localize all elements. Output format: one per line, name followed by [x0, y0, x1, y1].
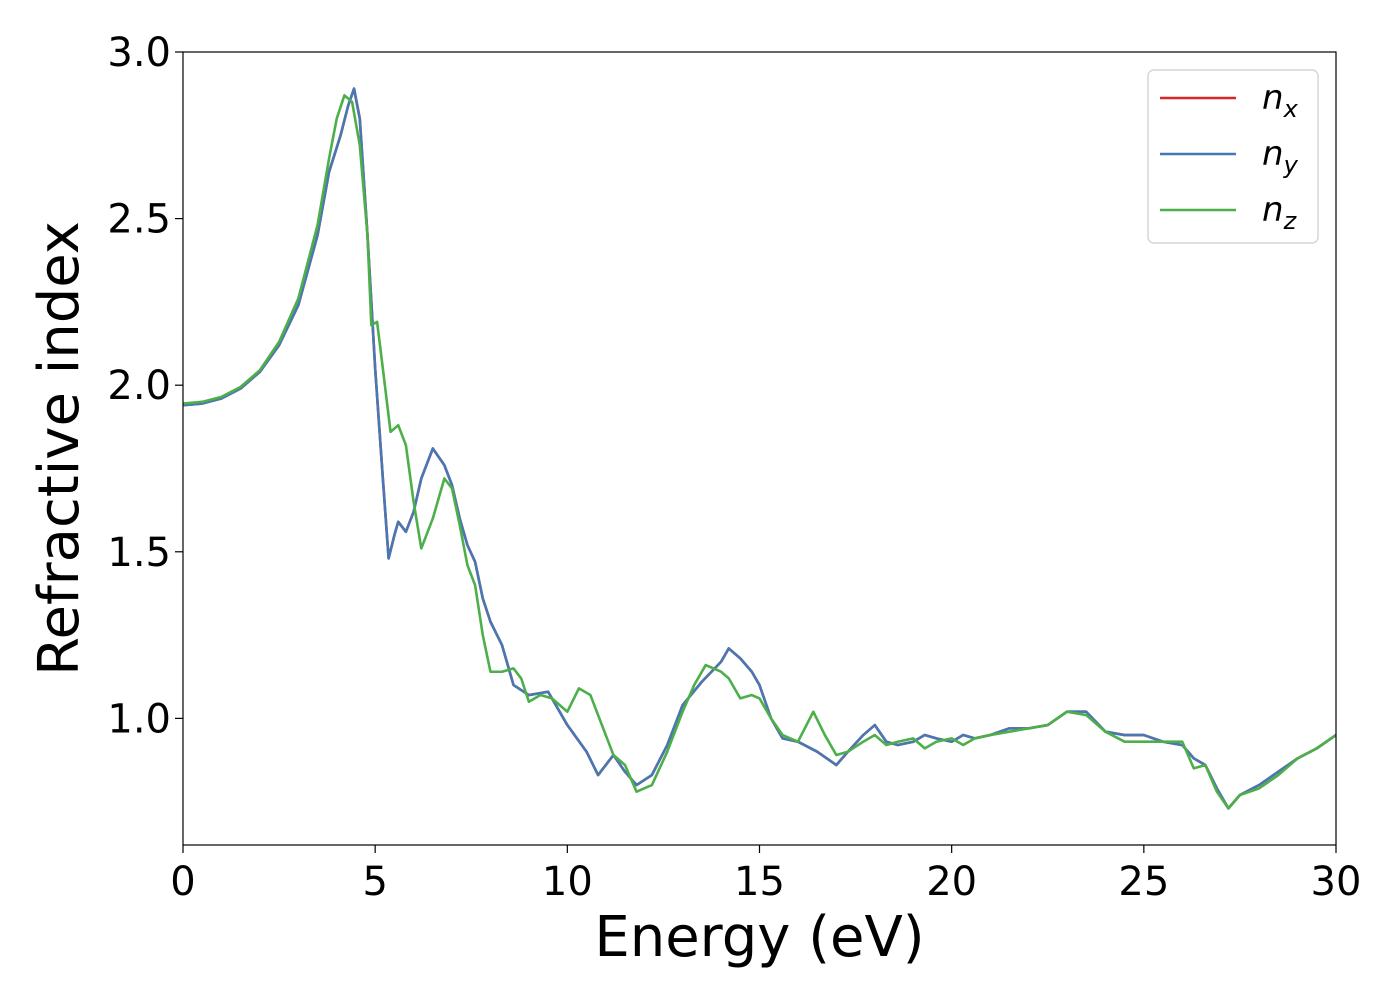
x-tick-label: 5	[362, 859, 387, 905]
x-tick-label: 20	[926, 859, 977, 905]
y-tick-label: 2.0	[107, 363, 171, 409]
series-group	[183, 87, 1336, 810]
legend-box	[1147, 69, 1319, 244]
y-tick-label: 1.0	[107, 696, 171, 742]
y-tick-label: 1.5	[107, 530, 171, 576]
x-axis-label: Energy (eV)	[594, 905, 924, 970]
legend: nx ny nz	[1147, 69, 1319, 244]
legend-label-x: nx	[1262, 78, 1299, 123]
series-line-z	[183, 94, 1336, 810]
y-axis-label: Refractive index	[27, 221, 92, 676]
x-tick-label: 0	[170, 859, 195, 905]
y-tick-label: 3.0	[107, 30, 171, 76]
legend-label-z: nz	[1262, 190, 1298, 235]
y-tick-label: 2.5	[107, 197, 171, 243]
x-tick-label: 25	[1118, 859, 1169, 905]
legend-label-y: ny	[1262, 134, 1299, 179]
x-tick-label: 30	[1311, 859, 1362, 905]
x-tick-label: 10	[542, 859, 593, 905]
x-tick-label: 15	[734, 859, 785, 905]
